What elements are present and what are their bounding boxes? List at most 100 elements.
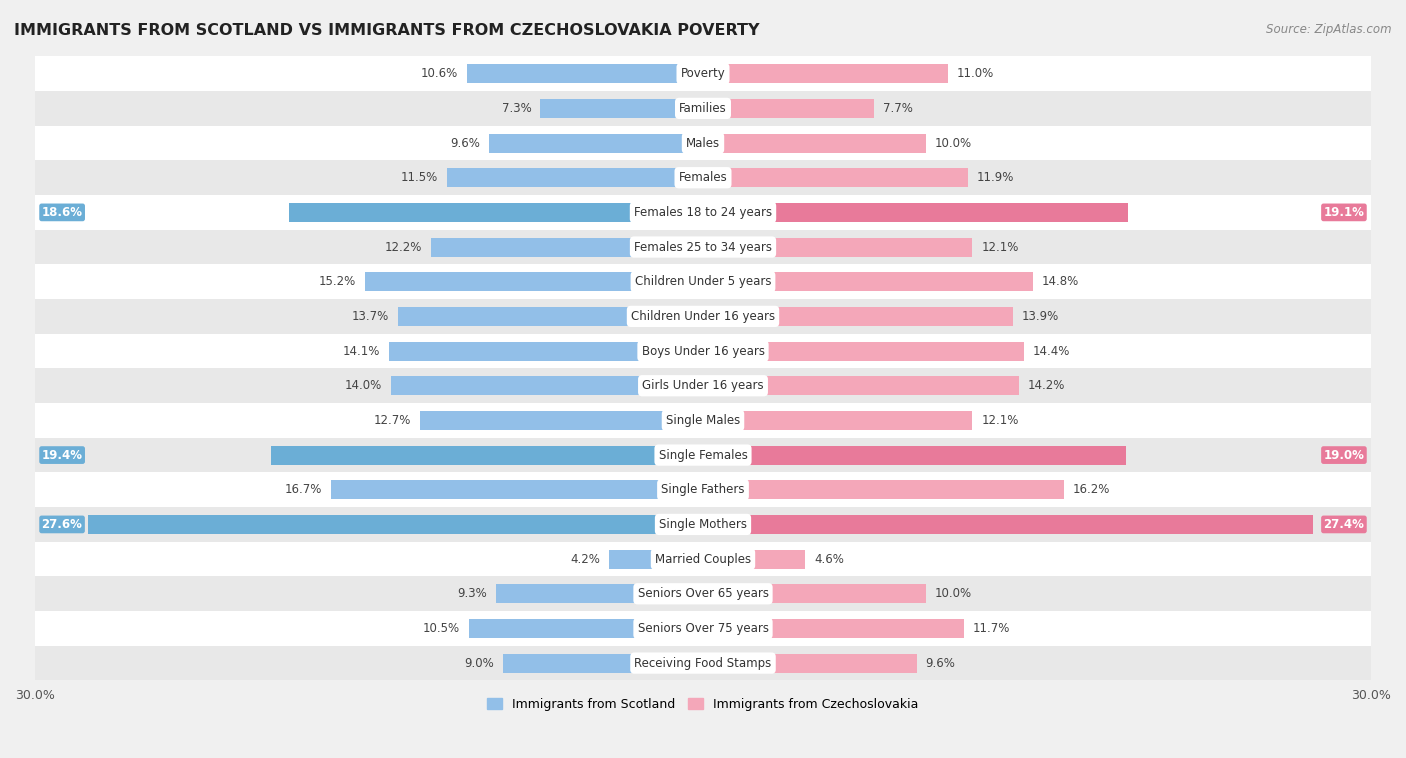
Bar — [540, 99, 703, 118]
Text: 12.1%: 12.1% — [981, 414, 1019, 427]
Text: 10.5%: 10.5% — [423, 622, 460, 635]
Bar — [703, 64, 948, 83]
Bar — [703, 550, 806, 568]
Text: Females: Females — [679, 171, 727, 184]
Text: 10.0%: 10.0% — [935, 136, 972, 149]
Bar — [35, 507, 1371, 542]
Bar — [703, 99, 875, 118]
Bar — [447, 168, 703, 187]
Bar — [703, 619, 963, 638]
Bar — [703, 203, 1129, 222]
Text: 11.7%: 11.7% — [973, 622, 1010, 635]
Bar — [703, 133, 925, 152]
Text: 4.6%: 4.6% — [814, 553, 844, 565]
Text: 12.2%: 12.2% — [385, 240, 422, 254]
Text: 7.7%: 7.7% — [883, 102, 914, 115]
Bar — [35, 126, 1371, 161]
Text: Seniors Over 65 years: Seniors Over 65 years — [637, 587, 769, 600]
Text: 15.2%: 15.2% — [318, 275, 356, 288]
Bar — [89, 515, 703, 534]
Text: 27.6%: 27.6% — [42, 518, 83, 531]
Text: 18.6%: 18.6% — [42, 206, 83, 219]
Bar — [703, 446, 1126, 465]
Bar — [703, 653, 917, 672]
Bar — [35, 299, 1371, 334]
Text: 14.0%: 14.0% — [344, 379, 382, 392]
Text: 14.4%: 14.4% — [1032, 345, 1070, 358]
Bar — [703, 342, 1024, 361]
Bar — [35, 611, 1371, 646]
Text: 16.2%: 16.2% — [1073, 484, 1109, 496]
Bar — [391, 376, 703, 395]
Bar — [703, 307, 1012, 326]
Bar — [35, 472, 1371, 507]
Bar — [398, 307, 703, 326]
Bar — [703, 411, 973, 430]
Bar — [35, 230, 1371, 265]
Text: Boys Under 16 years: Boys Under 16 years — [641, 345, 765, 358]
Bar — [330, 481, 703, 500]
Text: 11.9%: 11.9% — [977, 171, 1014, 184]
Bar — [703, 376, 1019, 395]
Text: IMMIGRANTS FROM SCOTLAND VS IMMIGRANTS FROM CZECHOSLOVAKIA POVERTY: IMMIGRANTS FROM SCOTLAND VS IMMIGRANTS F… — [14, 23, 759, 38]
Text: Married Couples: Married Couples — [655, 553, 751, 565]
Text: 12.1%: 12.1% — [981, 240, 1019, 254]
Text: 13.7%: 13.7% — [352, 310, 389, 323]
Text: Seniors Over 75 years: Seniors Over 75 years — [637, 622, 769, 635]
Bar — [703, 237, 973, 257]
Bar — [703, 272, 1032, 291]
Bar — [389, 342, 703, 361]
Text: Single Mothers: Single Mothers — [659, 518, 747, 531]
Bar — [489, 133, 703, 152]
Text: Males: Males — [686, 136, 720, 149]
Text: Receiving Food Stamps: Receiving Food Stamps — [634, 656, 772, 669]
Bar — [432, 237, 703, 257]
Text: 4.2%: 4.2% — [571, 553, 600, 565]
Text: 16.7%: 16.7% — [285, 484, 322, 496]
Text: 10.6%: 10.6% — [420, 67, 458, 80]
Text: Females 25 to 34 years: Females 25 to 34 years — [634, 240, 772, 254]
Text: 19.0%: 19.0% — [1323, 449, 1364, 462]
Text: Source: ZipAtlas.com: Source: ZipAtlas.com — [1267, 23, 1392, 36]
Text: Families: Families — [679, 102, 727, 115]
Bar — [35, 56, 1371, 91]
Bar — [502, 653, 703, 672]
Bar — [35, 195, 1371, 230]
Bar — [703, 515, 1313, 534]
Legend: Immigrants from Scotland, Immigrants from Czechoslovakia: Immigrants from Scotland, Immigrants fro… — [482, 693, 924, 716]
Bar — [35, 161, 1371, 195]
Text: Poverty: Poverty — [681, 67, 725, 80]
Bar — [609, 550, 703, 568]
Bar — [35, 265, 1371, 299]
Text: 19.1%: 19.1% — [1323, 206, 1364, 219]
Text: Children Under 16 years: Children Under 16 years — [631, 310, 775, 323]
Bar — [35, 368, 1371, 403]
Text: Single Males: Single Males — [666, 414, 740, 427]
Text: 12.7%: 12.7% — [374, 414, 412, 427]
Text: 19.4%: 19.4% — [42, 449, 83, 462]
Bar — [35, 91, 1371, 126]
Text: 9.0%: 9.0% — [464, 656, 494, 669]
Bar — [467, 64, 703, 83]
Bar — [470, 619, 703, 638]
Bar — [703, 481, 1064, 500]
Bar — [35, 646, 1371, 681]
Text: Single Females: Single Females — [658, 449, 748, 462]
Bar — [364, 272, 703, 291]
Bar — [703, 168, 967, 187]
Bar — [35, 438, 1371, 472]
Bar — [703, 584, 925, 603]
Text: 14.8%: 14.8% — [1042, 275, 1078, 288]
Bar — [35, 403, 1371, 438]
Text: 9.3%: 9.3% — [457, 587, 486, 600]
Bar — [35, 542, 1371, 576]
Text: Girls Under 16 years: Girls Under 16 years — [643, 379, 763, 392]
Bar — [35, 576, 1371, 611]
Text: 27.4%: 27.4% — [1323, 518, 1364, 531]
Text: Single Fathers: Single Fathers — [661, 484, 745, 496]
Text: Children Under 5 years: Children Under 5 years — [634, 275, 772, 288]
Bar — [288, 203, 703, 222]
Bar — [35, 334, 1371, 368]
Text: 13.9%: 13.9% — [1021, 310, 1059, 323]
Text: 9.6%: 9.6% — [925, 656, 956, 669]
